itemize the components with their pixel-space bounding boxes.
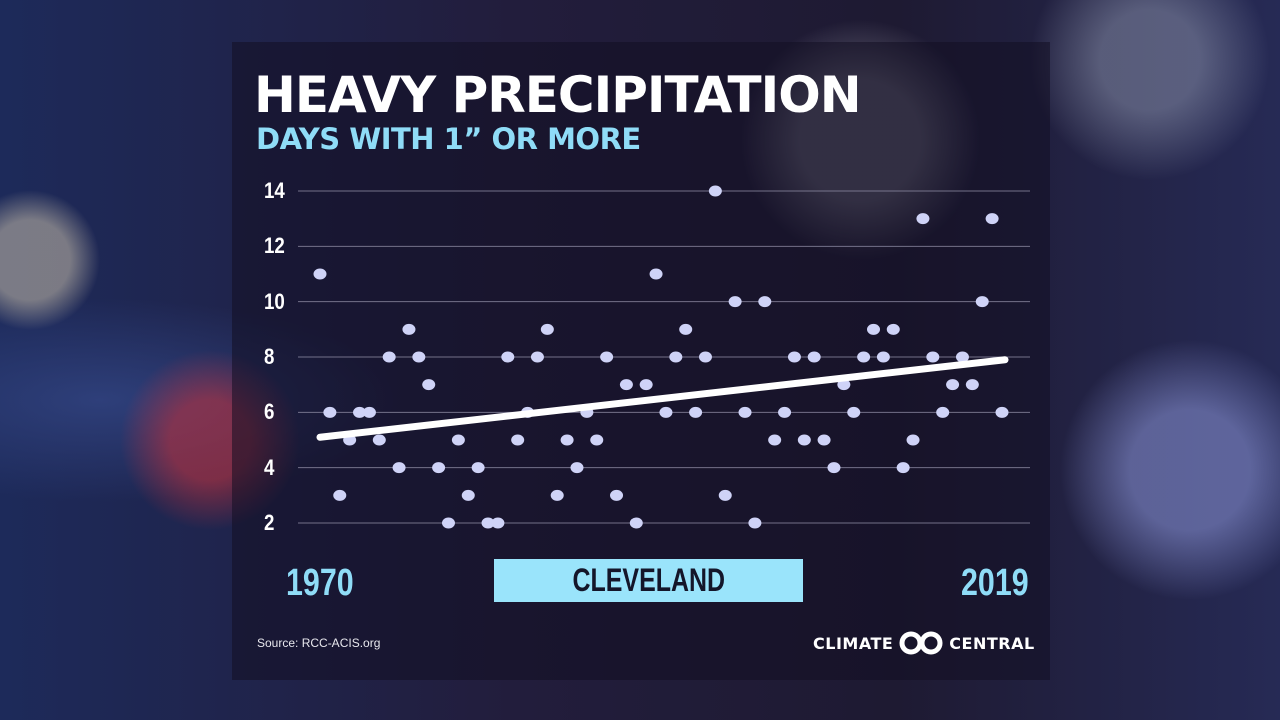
data-point: [728, 296, 742, 308]
data-point: [333, 489, 347, 501]
climate-central-logo: CLIMATE CENTRAL: [813, 631, 1035, 655]
trend-line: [316, 356, 1009, 441]
data-point: [471, 462, 485, 474]
rings-logo-icon: [899, 631, 943, 655]
data-point: [323, 406, 337, 418]
data-point: [827, 462, 841, 474]
data-point: [985, 213, 999, 225]
data-point: [402, 323, 416, 335]
data-point: [570, 462, 584, 474]
data-point: [946, 379, 960, 391]
data-point: [718, 489, 732, 501]
data-point: [926, 351, 940, 363]
data-point: [382, 351, 396, 363]
data-point: [768, 434, 782, 446]
y-tick-label: 4: [264, 454, 275, 480]
data-point: [708, 185, 722, 197]
data-point: [738, 406, 752, 418]
data-point: [896, 462, 910, 474]
data-point: [313, 268, 327, 280]
data-point: [372, 434, 386, 446]
data-point: [530, 351, 544, 363]
data-point: [461, 489, 475, 501]
data-point: [629, 517, 643, 529]
data-point: [560, 434, 574, 446]
data-point: [807, 351, 821, 363]
data-point: [412, 351, 426, 363]
data-point: [916, 213, 930, 225]
data-point: [797, 434, 811, 446]
y-tick-label: 14: [264, 178, 285, 203]
data-point: [619, 379, 633, 391]
data-point: [975, 296, 989, 308]
data-point: [659, 406, 673, 418]
data-point: [886, 323, 900, 335]
x-end-label: 2019: [961, 562, 1029, 604]
data-point: [432, 462, 446, 474]
data-point: [353, 406, 367, 418]
y-tick-label: 2: [264, 510, 275, 535]
data-point: [965, 379, 979, 391]
data-point: [857, 351, 871, 363]
data-point: [610, 489, 624, 501]
y-tick-label: 6: [264, 399, 275, 425]
chart-subtitle: DAYS WITH 1” OR MORE: [256, 122, 641, 156]
data-point: [639, 379, 653, 391]
data-point: [392, 462, 406, 474]
data-point: [847, 406, 861, 418]
data-point: [817, 434, 831, 446]
data-point: [649, 268, 663, 280]
y-tick-label: 12: [264, 233, 285, 259]
data-point: [600, 351, 614, 363]
data-point: [995, 406, 1009, 418]
chart-title: HEAVY PRECIPITATION: [254, 66, 862, 124]
data-point: [689, 406, 703, 418]
x-start-label: 1970: [286, 562, 354, 604]
data-point: [876, 351, 890, 363]
data-point: [698, 351, 712, 363]
data-point: [679, 323, 693, 335]
data-point: [867, 323, 881, 335]
data-point: [441, 517, 455, 529]
data-point: [362, 406, 376, 418]
data-point: [787, 351, 801, 363]
data-point: [778, 406, 792, 418]
data-point: [590, 434, 604, 446]
data-point: [837, 379, 851, 391]
data-point: [748, 517, 762, 529]
data-point: [550, 489, 564, 501]
data-point: [758, 296, 772, 308]
y-tick-label: 8: [264, 344, 275, 369]
data-point: [955, 351, 969, 363]
data-point: [540, 323, 554, 335]
data-point: [669, 351, 683, 363]
location-label: CLEVELAND: [494, 559, 803, 602]
source-text: Source: RCC-ACIS.org: [257, 636, 381, 650]
data-point: [491, 517, 505, 529]
y-tick-label: 10: [264, 288, 285, 314]
data-point: [906, 434, 920, 446]
data-point: [936, 406, 950, 418]
data-point: [422, 379, 436, 391]
data-point: [481, 517, 495, 529]
data-point: [451, 434, 465, 446]
data-point: [511, 434, 525, 446]
data-point: [501, 351, 515, 363]
